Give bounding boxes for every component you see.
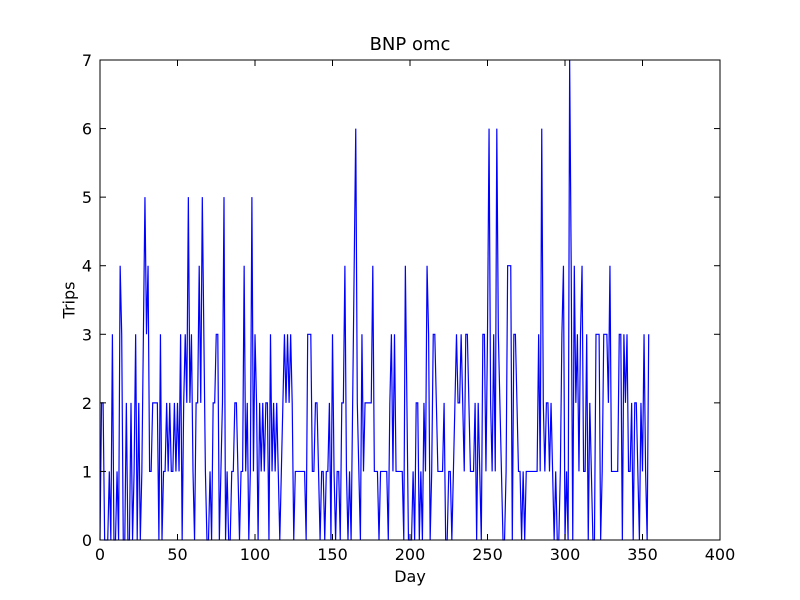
plot-area-line <box>99 59 650 541</box>
x-tick-label: 200 <box>395 545 426 564</box>
y-axis: 0 1 2 3 4 5 6 7 <box>82 51 720 550</box>
y-tick-label: 5 <box>82 188 92 207</box>
x-tick-label: 400 <box>705 545 736 564</box>
x-tick-label: 350 <box>627 545 658 564</box>
x-axis: 0 50 100 150 200 250 300 350 400 <box>95 60 735 564</box>
y-tick-label: 0 <box>82 531 92 550</box>
y-tick-label: 7 <box>82 51 92 70</box>
series-line-0 <box>99 59 650 541</box>
y-tick-label: 4 <box>82 257 92 276</box>
x-tick-label: 50 <box>167 545 187 564</box>
x-tick-label: 150 <box>317 545 348 564</box>
chart-title: BNP omc <box>369 34 451 55</box>
x-tick-label: 300 <box>550 545 581 564</box>
y-tick-label: 3 <box>82 325 92 344</box>
x-tick-label: 0 <box>95 545 105 564</box>
y-tick-label: 6 <box>82 120 92 139</box>
y-axis-label: Trips <box>59 281 79 319</box>
y-tick-label: 1 <box>82 462 92 481</box>
y-tick-label: 2 <box>82 394 92 413</box>
x-tick-label: 250 <box>472 545 503 564</box>
x-tick-label: 100 <box>240 545 271 564</box>
x-axis-label: Day <box>394 567 426 586</box>
